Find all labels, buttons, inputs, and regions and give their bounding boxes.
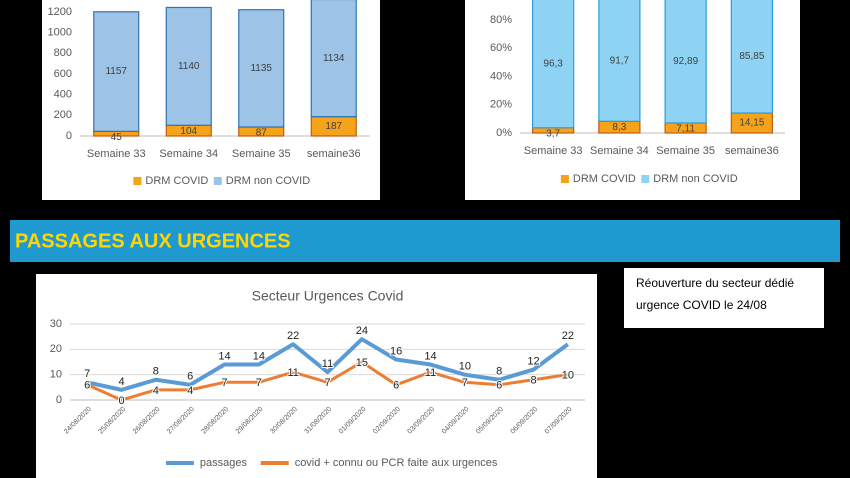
data-label: 3,7 bbox=[546, 128, 560, 139]
data-label: 91,7 bbox=[610, 55, 630, 66]
bar-segment bbox=[598, 0, 641, 122]
data-label: 16 bbox=[390, 345, 402, 357]
bar-segment bbox=[664, 0, 707, 124]
data-label: 187 bbox=[325, 121, 342, 132]
data-label: 7 bbox=[324, 377, 330, 389]
legend-swatch bbox=[133, 177, 142, 185]
y-tick-label: 30 bbox=[50, 318, 62, 330]
data-label: 8 bbox=[496, 366, 502, 378]
y-tick-label: 0% bbox=[496, 127, 512, 139]
y-tick-label: 1200 bbox=[48, 6, 72, 18]
x-tick-label: Semaine 33 bbox=[87, 148, 146, 160]
data-label: 6 bbox=[496, 380, 502, 392]
y-tick-label: 10 bbox=[50, 369, 62, 381]
data-label: 8 bbox=[530, 375, 536, 387]
bar-segment bbox=[730, 0, 774, 114]
legend-label: covid + connu ou PCR faite aux urgences bbox=[295, 457, 498, 469]
note-line: Réouverture du secteur dédié bbox=[636, 276, 794, 290]
x-tick-label: Semaine 34 bbox=[590, 145, 649, 157]
data-label: 10 bbox=[562, 370, 574, 382]
data-label: 14 bbox=[253, 350, 265, 362]
y-tick-label: 0 bbox=[56, 394, 62, 406]
legend-label: DRM COVID bbox=[145, 175, 208, 187]
data-label: 24 bbox=[356, 325, 368, 337]
data-label: 45 bbox=[111, 132, 123, 143]
bar-segment bbox=[93, 11, 140, 132]
legend-swatch bbox=[213, 177, 222, 185]
data-label: 7,11 bbox=[676, 124, 695, 135]
line bbox=[86, 360, 569, 402]
x-tick-label: semaine36 bbox=[725, 145, 779, 157]
bar-segment bbox=[531, 0, 575, 129]
chart-title: Secteur Urgences Covid bbox=[252, 288, 404, 304]
data-label: 87 bbox=[256, 128, 268, 139]
data-label: 11 bbox=[425, 367, 436, 379]
y-tick-label: 600 bbox=[54, 68, 72, 80]
note-line: urgence COVID le 24/08 bbox=[636, 298, 767, 312]
data-label: 22 bbox=[562, 330, 574, 342]
y-tick-label: 40% bbox=[490, 70, 512, 82]
legend-swatch bbox=[560, 175, 569, 183]
x-tick-label: semaine36 bbox=[307, 148, 361, 160]
data-label: 14 bbox=[424, 350, 436, 362]
x-tick-label: Semaine 35 bbox=[656, 145, 715, 157]
y-tick-label: 800 bbox=[54, 47, 72, 59]
data-label: 1135 bbox=[250, 63, 272, 74]
y-tick-label: 200 bbox=[54, 109, 72, 121]
x-tick-label: Semaine 35 bbox=[232, 148, 291, 160]
data-label: 22 bbox=[287, 330, 299, 342]
data-label: 4 bbox=[118, 376, 124, 388]
data-label: 7 bbox=[256, 377, 262, 389]
data-label: 1157 bbox=[105, 66, 127, 77]
data-label: 12 bbox=[527, 356, 539, 368]
data-label: 0 bbox=[118, 395, 124, 407]
data-label: 104 bbox=[180, 126, 197, 137]
y-tick-label: 0 bbox=[66, 130, 72, 142]
bar-segment bbox=[238, 9, 285, 128]
data-label: 6 bbox=[187, 371, 193, 383]
data-label: 92,89 bbox=[673, 56, 698, 67]
data-label: 6 bbox=[393, 380, 399, 392]
data-label: 96,3 bbox=[543, 59, 563, 70]
data-label: 14 bbox=[218, 350, 230, 362]
y-tick-label: 80% bbox=[490, 14, 512, 26]
legend-label: DRM non COVID bbox=[226, 175, 310, 187]
note-box bbox=[624, 268, 824, 328]
y-tick-label: 20% bbox=[490, 99, 512, 111]
data-label: 4 bbox=[187, 385, 193, 397]
y-tick-label: 400 bbox=[54, 89, 72, 101]
data-label: 8 bbox=[153, 366, 159, 378]
data-label: 7 bbox=[84, 368, 90, 380]
data-label: 7 bbox=[221, 377, 227, 389]
x-tick-label: Semaine 34 bbox=[159, 148, 218, 160]
legend-label: DRM non COVID bbox=[653, 173, 737, 185]
chart-box bbox=[36, 274, 597, 478]
data-label: 1134 bbox=[323, 53, 345, 64]
bar-segment bbox=[165, 6, 212, 126]
y-tick-label: 60% bbox=[490, 42, 512, 54]
data-label: 1140 bbox=[178, 61, 200, 72]
data-label: 7 bbox=[462, 377, 468, 389]
legend-swatch bbox=[641, 175, 650, 183]
bar-segment bbox=[310, 0, 357, 118]
x-tick-label: Semaine 33 bbox=[524, 145, 583, 157]
banner-title: PASSAGES AUX URGENCES bbox=[15, 230, 291, 252]
data-label: 15 bbox=[356, 357, 368, 369]
y-tick-label: 1000 bbox=[48, 27, 72, 39]
y-tick-label: 20 bbox=[50, 343, 62, 355]
data-label: 8,3 bbox=[612, 122, 626, 133]
data-label: 6 bbox=[84, 380, 90, 392]
banner-bar bbox=[10, 220, 840, 262]
data-label: 11 bbox=[287, 367, 298, 379]
line bbox=[86, 337, 570, 392]
legend-label: DRM COVID bbox=[573, 173, 636, 185]
data-label: 85,85 bbox=[739, 51, 764, 62]
data-label: 10 bbox=[459, 361, 471, 373]
legend-label: passages bbox=[200, 457, 248, 469]
data-label: 14,15 bbox=[739, 118, 764, 129]
data-label: 4 bbox=[153, 385, 159, 397]
data-label: 11 bbox=[322, 358, 333, 370]
